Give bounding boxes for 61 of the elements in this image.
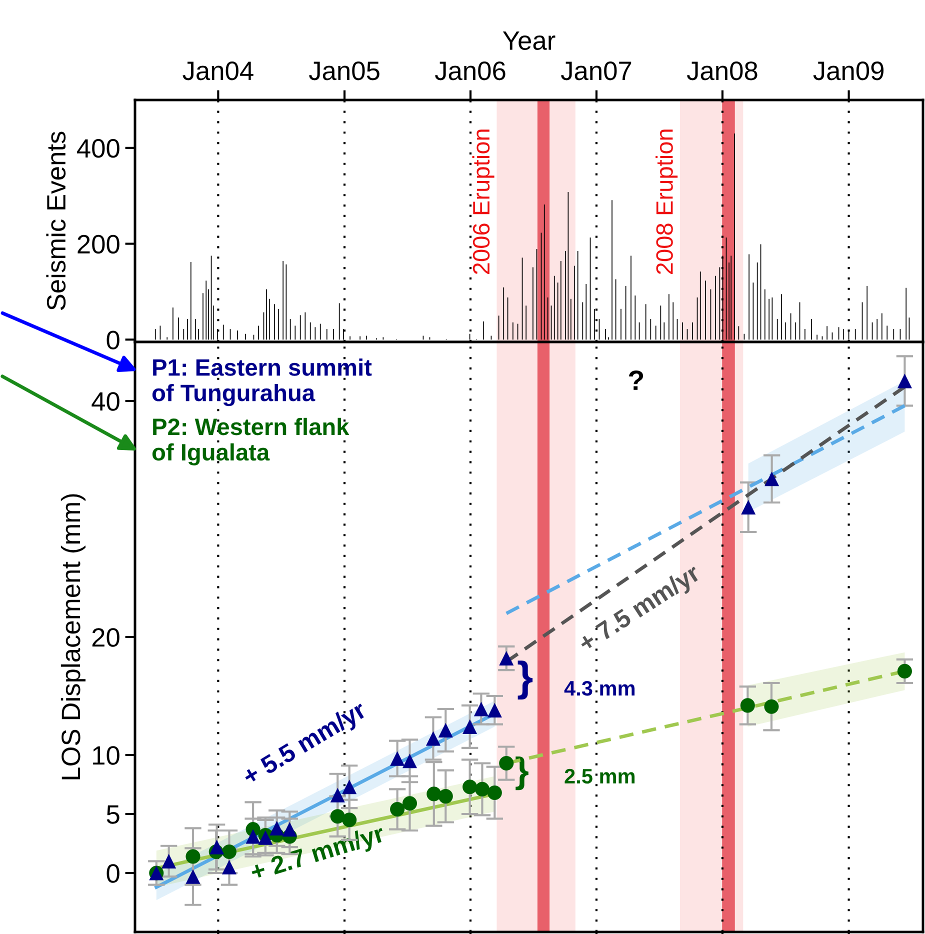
- x-tick-label: Jan09: [813, 62, 884, 80]
- point: [764, 472, 780, 486]
- point: [438, 789, 453, 804]
- y-tick-label: 0: [106, 864, 120, 883]
- annotation: }: [516, 756, 528, 790]
- point: [330, 788, 345, 802]
- point: [474, 782, 490, 797]
- x-tick-label: Jan05: [308, 62, 380, 80]
- point: [342, 780, 357, 794]
- point: [897, 374, 912, 388]
- y-tick-label: 20: [92, 628, 120, 647]
- point: [487, 702, 502, 718]
- point: [342, 812, 357, 828]
- x-tick-label: Jan04: [182, 62, 254, 80]
- point: [186, 869, 200, 884]
- y-tick-label: 0: [106, 330, 120, 350]
- point: [426, 786, 442, 802]
- point: [402, 754, 418, 768]
- point: [499, 650, 514, 666]
- point: [764, 699, 779, 714]
- x-tick-label: Jan08: [686, 62, 758, 80]
- y-axis-title: LOS Displacement (mm): [60, 494, 86, 780]
- annotation: ?: [628, 370, 644, 390]
- x-tick-label: Jan07: [560, 62, 632, 80]
- point: [897, 664, 912, 679]
- y-tick-label: 40: [92, 392, 120, 411]
- point: [462, 780, 478, 794]
- point: [270, 820, 284, 836]
- band-label: 2008 Eruption: [656, 130, 678, 274]
- point: [462, 719, 478, 734]
- x-tick-label: Jan06: [434, 62, 506, 80]
- text: P1: Eastern summit of Tungurahua: [152, 358, 372, 406]
- point: [330, 809, 345, 824]
- y-tick-label: 400: [77, 139, 120, 158]
- y-axis-title: Seismic Events: [46, 132, 66, 310]
- x-axis-title: Year: [502, 32, 556, 50]
- annotation: 2.5 mm: [564, 768, 635, 784]
- point: [740, 698, 755, 713]
- point: [390, 802, 405, 817]
- annotation: 4.3 mm: [564, 680, 635, 696]
- point: [210, 840, 224, 854]
- point: [499, 756, 514, 771]
- point: [438, 722, 453, 738]
- y-tick-label: 10: [93, 746, 120, 765]
- point: [282, 822, 297, 837]
- point: [426, 731, 440, 746]
- point: [741, 500, 756, 514]
- point: [402, 796, 418, 811]
- point: [487, 785, 502, 800]
- point: [390, 751, 405, 766]
- text: P2: Western flank of Igualata: [152, 418, 350, 466]
- y-tick-label: 200: [78, 234, 120, 254]
- y-tick-label: 5: [106, 805, 120, 824]
- band-label: 2006 Eruption: [472, 130, 494, 274]
- point: [246, 829, 260, 844]
- point: [222, 844, 237, 860]
- point: [474, 702, 488, 716]
- annotation: + 2.7 mm/yr: [249, 823, 387, 886]
- annotation: }: [518, 660, 533, 700]
- point: [162, 854, 176, 868]
- point: [186, 849, 200, 864]
